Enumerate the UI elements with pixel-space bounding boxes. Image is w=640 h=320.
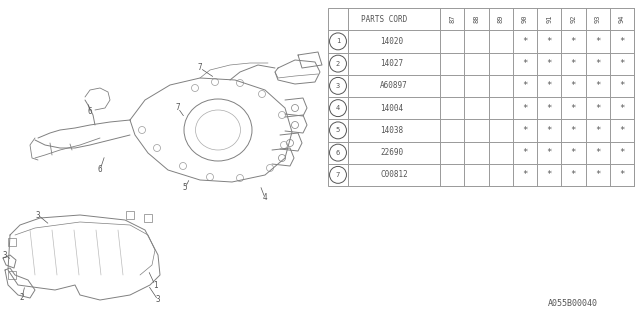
Text: 6: 6: [98, 165, 102, 174]
Text: 3: 3: [336, 83, 340, 89]
Text: *: *: [522, 170, 527, 180]
Text: 93: 93: [595, 15, 600, 23]
Text: A055B00040: A055B00040: [548, 299, 598, 308]
Text: *: *: [522, 148, 527, 157]
Text: A60897: A60897: [380, 81, 408, 90]
Text: 14038: 14038: [380, 126, 403, 135]
Text: *: *: [595, 37, 600, 46]
Text: *: *: [522, 126, 527, 135]
Text: 14020: 14020: [380, 37, 403, 46]
Text: 90: 90: [522, 15, 528, 23]
Text: *: *: [547, 148, 552, 157]
Text: *: *: [619, 148, 625, 157]
Text: *: *: [547, 126, 552, 135]
Text: 5: 5: [182, 183, 188, 193]
Text: *: *: [571, 81, 576, 90]
Text: *: *: [547, 59, 552, 68]
Text: *: *: [571, 37, 576, 46]
Text: 1: 1: [336, 38, 340, 44]
Text: 88: 88: [474, 15, 479, 23]
Text: 87: 87: [449, 15, 455, 23]
Text: 3: 3: [36, 211, 40, 220]
Text: *: *: [619, 104, 625, 113]
Text: *: *: [522, 104, 527, 113]
Text: *: *: [595, 81, 600, 90]
Text: PARTS CORD: PARTS CORD: [361, 15, 407, 24]
Text: *: *: [595, 148, 600, 157]
Text: 7: 7: [336, 172, 340, 178]
Bar: [328, 8, 634, 186]
Text: *: *: [571, 59, 576, 68]
Text: 1: 1: [153, 281, 157, 290]
Text: C00812: C00812: [380, 170, 408, 180]
Text: 89: 89: [498, 15, 504, 23]
Bar: [144, 214, 152, 222]
Text: *: *: [619, 170, 625, 180]
Text: 6: 6: [88, 108, 92, 116]
Text: *: *: [619, 59, 625, 68]
Text: *: *: [571, 170, 576, 180]
Text: 4: 4: [336, 105, 340, 111]
Text: *: *: [547, 81, 552, 90]
Text: *: *: [595, 104, 600, 113]
Text: *: *: [547, 170, 552, 180]
Bar: [8, 271, 16, 279]
Text: *: *: [595, 126, 600, 135]
Text: 4: 4: [262, 194, 268, 203]
Text: *: *: [619, 37, 625, 46]
Text: 7: 7: [176, 103, 180, 113]
Text: *: *: [571, 148, 576, 157]
Text: *: *: [595, 170, 600, 180]
Text: 94: 94: [619, 15, 625, 23]
Text: 14004: 14004: [380, 104, 403, 113]
Text: 5: 5: [336, 127, 340, 133]
Text: 14027: 14027: [380, 59, 403, 68]
Text: 7: 7: [198, 63, 202, 73]
Text: 3: 3: [156, 295, 160, 305]
Text: *: *: [619, 126, 625, 135]
Text: 6: 6: [336, 150, 340, 156]
Text: *: *: [522, 37, 527, 46]
Text: *: *: [571, 126, 576, 135]
Text: *: *: [619, 81, 625, 90]
Text: *: *: [571, 104, 576, 113]
Text: *: *: [595, 59, 600, 68]
Bar: [126, 211, 134, 219]
Text: 2: 2: [20, 293, 24, 302]
Text: 3: 3: [3, 251, 7, 260]
Text: *: *: [522, 59, 527, 68]
Text: 91: 91: [546, 15, 552, 23]
Text: *: *: [547, 104, 552, 113]
Text: 22690: 22690: [380, 148, 403, 157]
Text: *: *: [522, 81, 527, 90]
Text: *: *: [547, 37, 552, 46]
Text: 92: 92: [570, 15, 577, 23]
Bar: [8, 238, 16, 246]
Text: 2: 2: [336, 60, 340, 67]
